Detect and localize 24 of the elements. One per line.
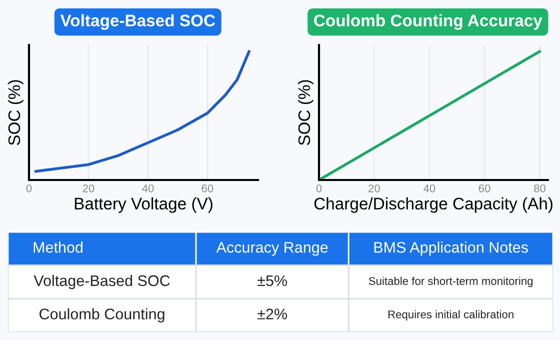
y-axis-title: SOC (%) xyxy=(8,80,24,146)
x-axis-title: Charge/Discharge Capacity (Ah) xyxy=(314,197,552,213)
text: Coulomb Counting xyxy=(40,308,164,322)
text: ±5% xyxy=(258,275,288,286)
x-tick-label: 20 xyxy=(368,184,380,192)
x-tick-label: 0 xyxy=(26,184,32,192)
x-tick-label: 80 xyxy=(534,184,546,192)
x-tick-label: 0 xyxy=(316,184,322,192)
x-tick-label: 60 xyxy=(478,184,490,192)
category-label: Method xyxy=(34,242,82,253)
text: ±2% xyxy=(258,308,288,320)
category-label: BMS Application Notes xyxy=(374,242,528,256)
text: Voltage-Based SOC xyxy=(34,274,170,290)
x-tick-label: 20 xyxy=(82,184,94,192)
x-tick-label: 40 xyxy=(423,184,436,192)
chart-title: Coulomb Counting Accuracy xyxy=(314,14,542,30)
text: Suitable for short-term monitoring xyxy=(368,276,533,288)
chart-title: Voltage-Based SOC xyxy=(60,14,216,30)
x-tick-label: 40 xyxy=(142,184,154,192)
x-axis-title: Battery Voltage (V) xyxy=(74,197,212,213)
text: Requires initial calibration xyxy=(388,310,514,321)
x-tick-label: 60 xyxy=(202,184,214,192)
category-label: Accuracy Range xyxy=(216,242,328,256)
y-axis-title: SOC (%) xyxy=(298,80,314,146)
